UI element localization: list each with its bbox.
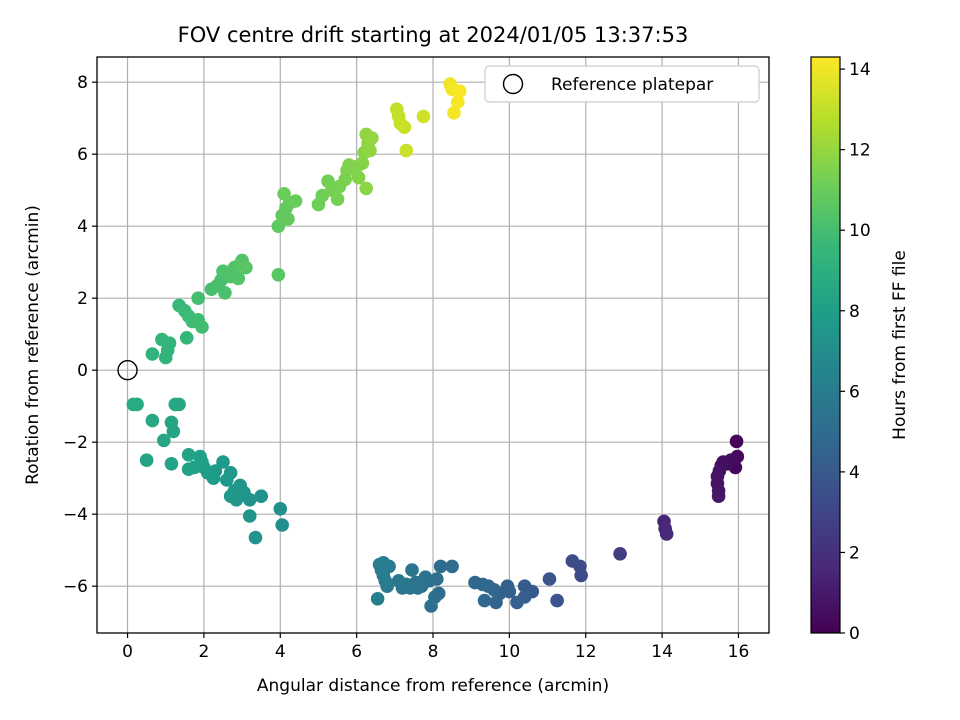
y-tick-label: −2 [63, 433, 88, 453]
y-axis-label: Rotation from reference (arcmin) [23, 205, 43, 485]
data-point [275, 518, 289, 532]
data-point [157, 434, 171, 448]
x-axis-ticks: 0 2 4 6 8 10 12 14 16 [122, 633, 749, 662]
data-point [371, 592, 385, 606]
y-tick-label: 6 [77, 145, 88, 165]
data-point [220, 473, 234, 487]
grid-lines [97, 57, 769, 633]
data-point [277, 187, 291, 201]
colorbar-tick-label: 6 [849, 382, 860, 402]
x-tick-label: 6 [351, 642, 362, 662]
data-point [180, 331, 194, 345]
data-point [155, 333, 169, 347]
data-point [224, 489, 238, 503]
data-point [359, 182, 373, 196]
data-point [165, 457, 179, 471]
colorbar [811, 57, 840, 633]
data-point [574, 569, 588, 583]
data-point [182, 462, 196, 476]
data-point [281, 212, 295, 226]
data-point [191, 291, 205, 305]
colorbar-tick-label: 8 [849, 302, 860, 322]
data-point [468, 576, 482, 590]
y-tick-label: 4 [77, 217, 88, 237]
data-point [398, 120, 412, 134]
x-tick-label: 10 [499, 642, 521, 662]
y-axis-ticks: −6 −4 −2 0 2 4 6 8 [63, 73, 97, 597]
fov-drift-chart: FOV centre drift starting at 2024/01/05 … [0, 0, 960, 720]
data-point [543, 572, 557, 586]
data-point [146, 414, 160, 428]
chart-title: FOV centre drift starting at 2024/01/05 … [178, 23, 689, 47]
data-point [195, 320, 209, 334]
data-point [489, 596, 503, 610]
legend-entry-reference-platepar: Reference platepar [551, 75, 713, 95]
y-tick-label: −6 [63, 577, 88, 597]
x-tick-label: 14 [651, 642, 673, 662]
data-points [126, 77, 744, 613]
colorbar-tick-label: 12 [849, 141, 871, 161]
data-point [273, 502, 287, 516]
x-tick-label: 0 [122, 642, 133, 662]
data-point [249, 531, 263, 545]
data-point [182, 448, 196, 462]
x-tick-label: 12 [575, 642, 597, 662]
data-point [272, 268, 286, 282]
data-point [566, 554, 580, 568]
data-point [239, 261, 253, 275]
data-point [434, 560, 448, 574]
data-point [126, 398, 140, 412]
data-point [218, 286, 232, 300]
colorbar-tick-label: 2 [849, 543, 860, 563]
data-point [712, 489, 726, 503]
y-tick-label: 8 [77, 73, 88, 93]
y-tick-label: 2 [77, 289, 88, 309]
colorbar-tick-label: 10 [849, 221, 871, 241]
colorbar-tick-label: 4 [849, 463, 860, 483]
x-tick-label: 4 [275, 642, 286, 662]
data-point [331, 192, 345, 206]
data-point [363, 144, 377, 158]
data-point [289, 194, 303, 208]
data-point [399, 144, 413, 158]
x-tick-label: 8 [428, 642, 439, 662]
data-point [730, 435, 744, 449]
colorbar-label: Hours from first FF file [890, 250, 910, 440]
data-point [365, 131, 379, 145]
data-point [478, 594, 492, 608]
data-point [613, 547, 627, 561]
legend: Reference platepar [485, 66, 759, 102]
data-point [165, 416, 179, 430]
data-point [660, 527, 674, 541]
data-point [373, 558, 387, 572]
y-tick-label: 0 [77, 361, 88, 381]
data-point [168, 398, 182, 412]
data-point [140, 453, 154, 467]
data-point [550, 594, 564, 608]
data-point [146, 347, 160, 361]
data-point [405, 563, 419, 577]
data-point [453, 84, 467, 98]
y-tick-label: −4 [63, 505, 88, 525]
colorbar-tick-label: 14 [849, 60, 871, 80]
data-point [417, 110, 431, 124]
x-tick-label: 2 [198, 642, 209, 662]
colorbar-tick-label: 0 [849, 624, 860, 644]
colorbar-ticks: 0 2 4 6 8 10 12 14 [840, 60, 871, 644]
data-point [424, 599, 438, 613]
x-axis-label: Angular distance from reference (arcmin) [257, 676, 609, 696]
data-point [243, 509, 257, 523]
x-tick-label: 16 [728, 642, 750, 662]
